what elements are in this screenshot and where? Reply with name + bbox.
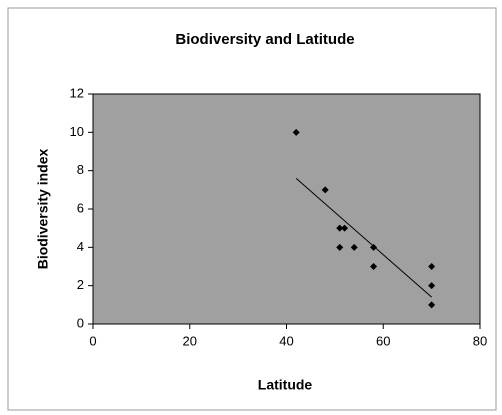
x-tick-label: 40 bbox=[279, 333, 293, 348]
point bbox=[341, 224, 349, 232]
point bbox=[428, 263, 436, 270]
y-tick-label: 2 bbox=[77, 277, 84, 292]
x-tick-label: 20 bbox=[183, 333, 197, 348]
y-tick-label: 6 bbox=[77, 200, 84, 215]
point bbox=[370, 243, 378, 251]
point bbox=[428, 282, 436, 290]
point bbox=[321, 186, 329, 194]
y-tick-label: 10 bbox=[70, 124, 84, 139]
point bbox=[370, 263, 378, 270]
x-tick-label: 80 bbox=[473, 333, 487, 348]
chart-title: Biodiversity and Latitude bbox=[175, 31, 354, 48]
y-tick-label: 4 bbox=[77, 239, 84, 254]
point bbox=[292, 128, 300, 136]
y-axis-title: Biodiversity index bbox=[35, 148, 51, 269]
y-tick-label: 12 bbox=[70, 85, 84, 100]
x-tick-label: 60 bbox=[376, 333, 390, 348]
x-tick-label: 0 bbox=[89, 333, 96, 348]
point bbox=[428, 301, 436, 309]
y-tick-label: 8 bbox=[77, 162, 84, 177]
y-tick-label: 0 bbox=[77, 315, 84, 330]
point bbox=[350, 243, 358, 251]
plot-area bbox=[92, 93, 481, 325]
x-axis-title: Latitude bbox=[258, 377, 313, 393]
point bbox=[336, 243, 344, 251]
trendline bbox=[295, 177, 432, 298]
point bbox=[336, 224, 344, 232]
